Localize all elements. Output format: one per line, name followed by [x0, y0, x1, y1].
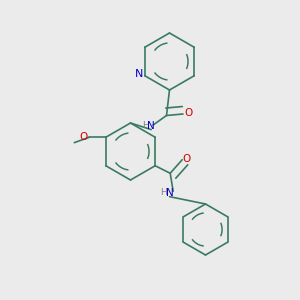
Text: N: N: [166, 188, 173, 198]
Text: O: O: [184, 108, 193, 118]
Text: N: N: [135, 69, 144, 79]
Text: N: N: [147, 121, 155, 131]
Text: O: O: [79, 132, 87, 142]
Text: H: H: [142, 121, 149, 130]
Text: H: H: [160, 188, 167, 197]
Text: O: O: [183, 154, 191, 164]
